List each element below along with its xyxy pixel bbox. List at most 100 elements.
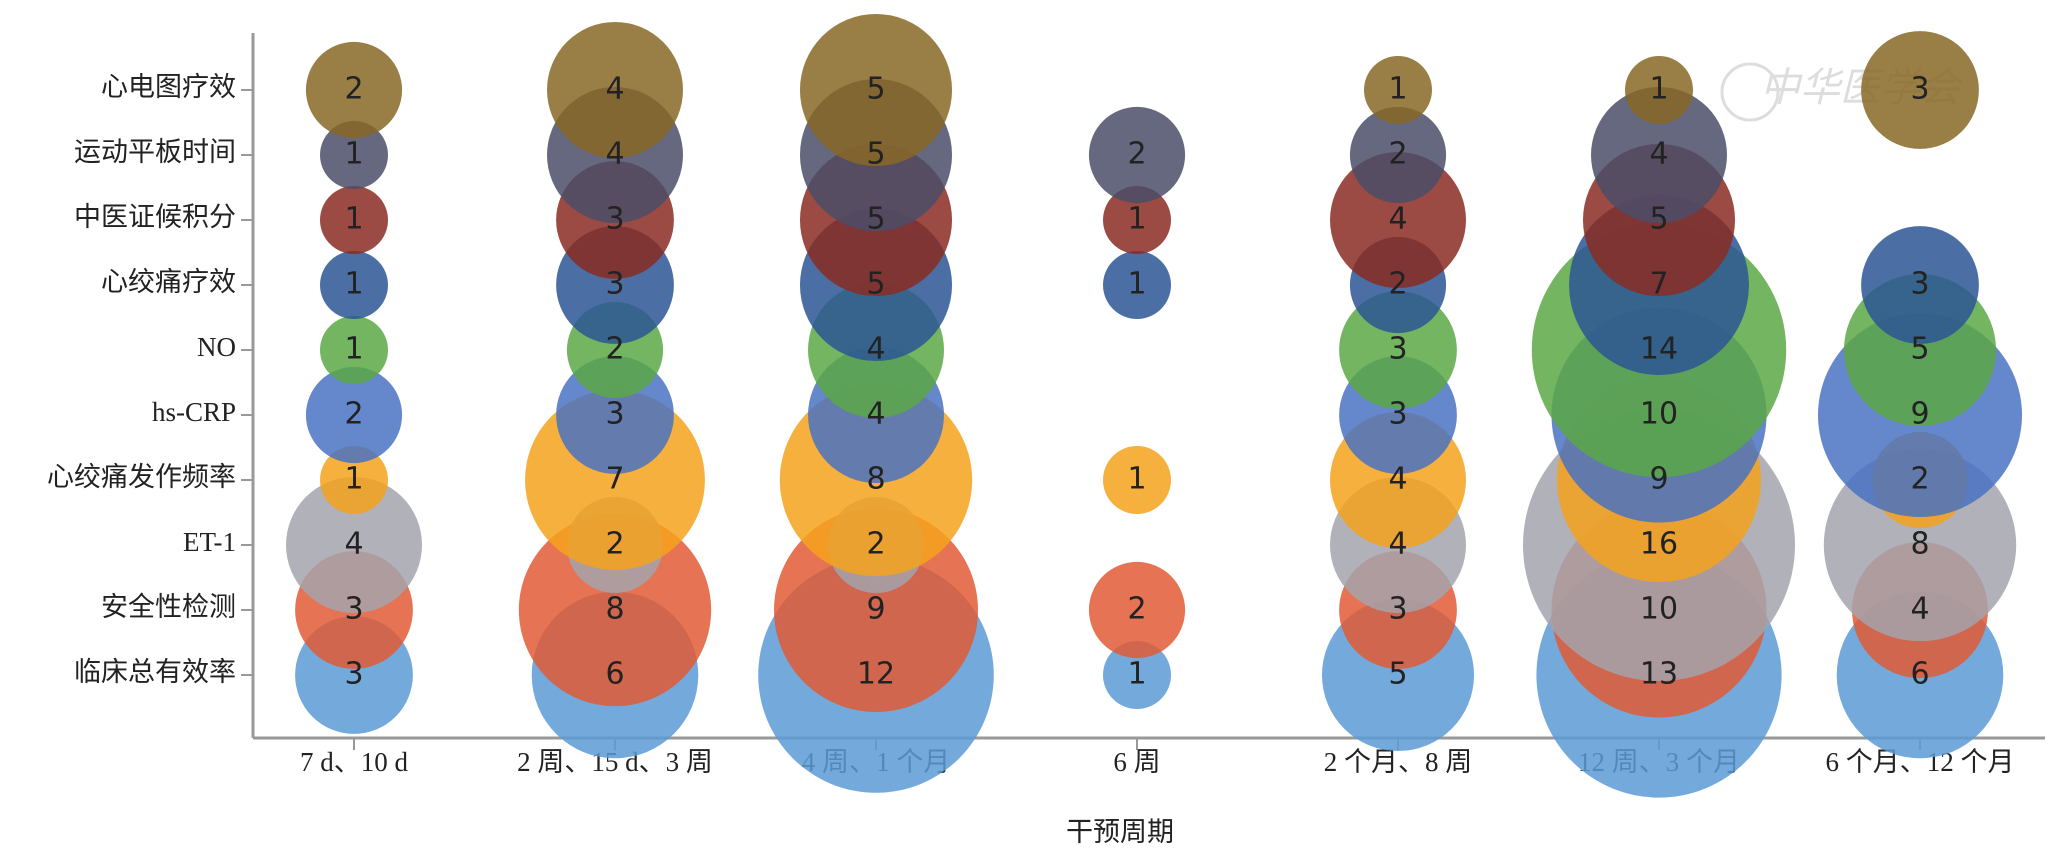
value-label: 13	[1640, 657, 1678, 692]
value-label: 2	[605, 527, 624, 562]
value-label: 7	[605, 462, 624, 497]
value-label: 2	[866, 527, 885, 562]
bubble	[1088, 106, 1186, 204]
value-label: 3	[1388, 332, 1407, 367]
y-tick-label: 心绞痛发作频率	[47, 462, 236, 492]
value-label: 3	[344, 592, 363, 627]
bubble	[320, 316, 388, 384]
value-label: 8	[1910, 527, 1929, 562]
y-tick-label: ET-1	[183, 527, 236, 557]
y-tick-label: 安全性检测	[101, 592, 236, 622]
x-tick-label: 2 个月、8 周	[1324, 747, 1473, 777]
y-tick-label: 心绞痛疗效	[101, 267, 236, 297]
value-label: 1	[1127, 462, 1146, 497]
y-tick-label: 临床总有效率	[74, 657, 236, 687]
value-label: 2	[605, 332, 624, 367]
value-label: 4	[344, 527, 363, 562]
bubble	[1103, 186, 1171, 254]
bubble	[799, 13, 953, 167]
value-label: 10	[1640, 592, 1678, 627]
y-tick-label: 运动平板时间	[74, 137, 236, 167]
value-label: 4	[1910, 592, 1929, 627]
bubble	[1103, 446, 1171, 514]
value-label: 1	[344, 332, 363, 367]
bubble	[1861, 226, 1979, 344]
value-label: 2	[1388, 267, 1407, 302]
value-label: 5	[1649, 202, 1668, 237]
value-label: 4	[1388, 462, 1407, 497]
value-label: 2	[344, 72, 363, 107]
value-label: 3	[1910, 267, 1929, 302]
bubble	[518, 513, 712, 707]
y-tick-label: hs-CRP	[152, 397, 236, 427]
value-label: 1	[1127, 267, 1146, 302]
value-label: 3	[344, 657, 363, 692]
value-label: 6	[605, 657, 624, 692]
value-label: 1	[1127, 202, 1146, 237]
value-label: 12	[857, 657, 895, 692]
value-label: 1	[1388, 72, 1407, 107]
bubble	[547, 22, 683, 158]
y-tick-label: 中医证候积分	[74, 202, 236, 232]
value-label: 4	[1649, 137, 1668, 172]
value-label: 8	[605, 592, 624, 627]
bubble	[1088, 561, 1186, 659]
bubble	[1103, 641, 1171, 709]
value-label: 9	[866, 592, 885, 627]
value-label: 5	[1388, 657, 1407, 692]
value-label: 2	[1388, 137, 1407, 172]
value-label: 4	[605, 137, 624, 172]
bubble	[305, 41, 403, 139]
bubble	[1861, 31, 1979, 149]
value-label: 3	[1388, 397, 1407, 432]
y-tick-label: NO	[197, 332, 236, 362]
value-label: 3	[1910, 72, 1929, 107]
value-label: 2	[1910, 462, 1929, 497]
x-axis-title: 干预周期	[1066, 817, 1174, 847]
value-label: 9	[1649, 462, 1668, 497]
value-label: 5	[1910, 332, 1929, 367]
value-label: 3	[605, 397, 624, 432]
value-label: 14	[1640, 332, 1678, 367]
value-label: 5	[866, 137, 885, 172]
value-label: 4	[1388, 202, 1407, 237]
value-label: 8	[866, 462, 885, 497]
value-label: 1	[1649, 72, 1668, 107]
value-label: 16	[1640, 527, 1678, 562]
bubble	[320, 251, 388, 319]
value-label: 4	[605, 72, 624, 107]
bubble	[1625, 56, 1693, 124]
bubble	[286, 477, 422, 613]
value-label: 3	[605, 202, 624, 237]
value-label: 3	[605, 267, 624, 302]
value-label: 7	[1649, 267, 1668, 302]
value-label: 1	[1127, 657, 1146, 692]
value-label: 4	[866, 332, 885, 367]
y-tick-label: 心电图疗效	[101, 72, 236, 102]
value-label: 2	[344, 397, 363, 432]
value-label: 2	[1127, 137, 1146, 172]
value-label: 2	[1127, 592, 1146, 627]
value-label: 5	[866, 202, 885, 237]
value-label: 1	[344, 462, 363, 497]
bubble	[305, 366, 403, 464]
value-label: 6	[1910, 657, 1929, 692]
value-label: 4	[1388, 527, 1407, 562]
value-label: 1	[344, 137, 363, 172]
bubble	[1349, 106, 1447, 204]
x-tick-label: 7 d、10 d	[300, 747, 408, 777]
value-label: 4	[866, 397, 885, 432]
bubble	[320, 186, 388, 254]
value-label: 9	[1910, 397, 1929, 432]
value-label: 5	[866, 267, 885, 302]
value-label: 5	[866, 72, 885, 107]
value-label: 1	[344, 267, 363, 302]
bubble	[1591, 87, 1727, 223]
bubble	[320, 446, 388, 514]
watermark-logo	[1720, 62, 1780, 122]
bubble	[1103, 251, 1171, 319]
value-label: 1	[344, 202, 363, 237]
x-tick-label: 6 周	[1113, 747, 1160, 777]
